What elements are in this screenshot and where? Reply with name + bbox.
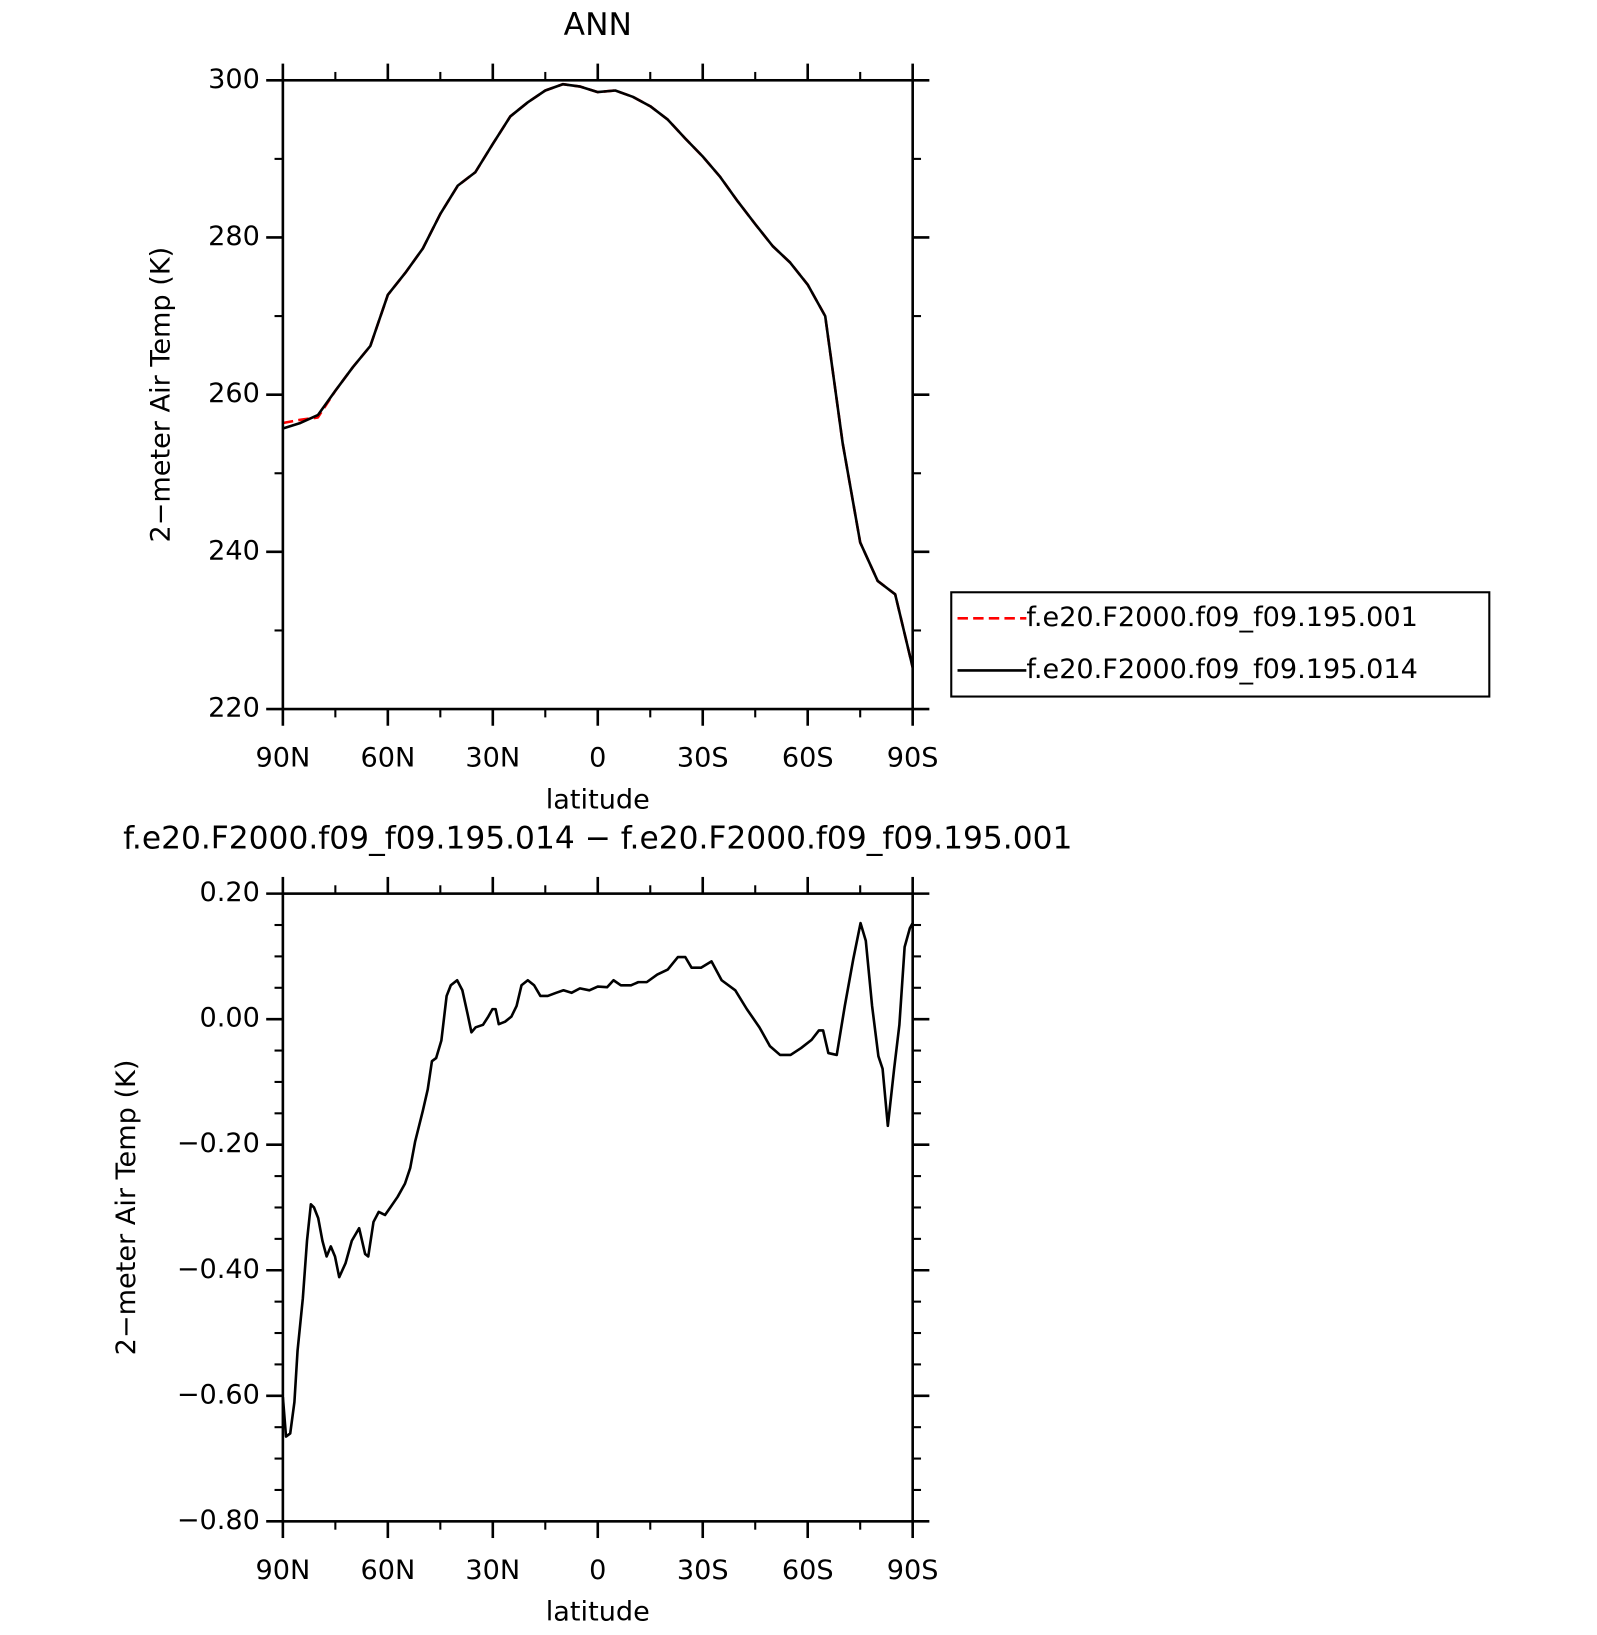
plot-frame [281,892,914,1523]
x-tick-label: 90N [255,1555,310,1586]
y-tick-label: 0.00 [200,1003,260,1034]
data-line [282,82,914,668]
legend-label: f.e20.F2000.f09_f09.195.001 [1026,602,1418,633]
x-tick-label: 90S [887,743,939,774]
y-tick-label: −0.20 [177,1128,260,1159]
y-tick-label: −0.40 [177,1254,260,1285]
x-tick-label: 0 [589,1555,606,1586]
chart-title: ANN [564,7,632,43]
legend-box [950,591,1491,698]
x-tick-label: 30N [465,743,520,774]
x-tick-label: 60N [360,743,415,774]
x-tick-label: 30S [677,743,729,774]
y-tick-label: 0.20 [200,877,260,908]
y-tick-label: −0.60 [177,1379,260,1410]
x-axis-title: latitude [546,784,650,815]
chart-title: f.e20.F2000.f09_f09.195.014 − f.e20.F200… [123,820,1072,856]
y-tick-label: 300 [208,64,260,95]
y-tick-label: 220 [208,693,260,724]
y-axis-title: 2−meter Air Temp (K) [111,1060,142,1356]
x-tick-label: 60S [782,1555,834,1586]
plot-frame [281,78,914,711]
y-tick-label: −0.80 [177,1505,260,1536]
x-tick-label: 60S [782,743,834,774]
x-tick-label: 30N [465,1555,520,1586]
data-line [281,921,914,1438]
y-tick-label: 240 [208,535,260,566]
x-tick-label: 30S [677,1555,729,1586]
legend-label: f.e20.F2000.f09_f09.195.014 [1026,654,1418,685]
y-tick-label: 260 [208,378,260,409]
y-axis-title: 2−meter Air Temp (K) [145,247,176,543]
x-tick-label: 90N [255,743,310,774]
x-tick-label: 60N [360,1555,415,1586]
x-tick-label: 0 [589,743,606,774]
y-tick-label: 280 [208,221,260,252]
x-axis-title: latitude [546,1597,650,1628]
x-tick-label: 90S [887,1555,939,1586]
data-line [282,82,914,668]
